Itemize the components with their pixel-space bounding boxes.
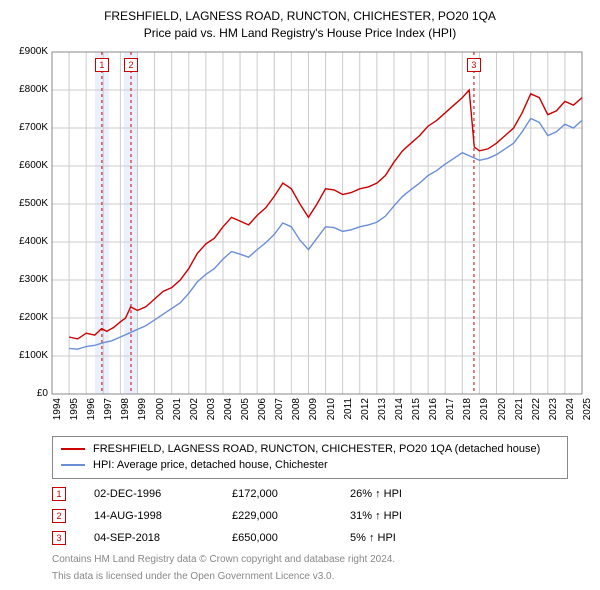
- x-axis-label: 2021: [514, 398, 525, 426]
- x-axis-label: 2017: [445, 398, 456, 426]
- legend-swatch: [61, 448, 85, 450]
- legend-swatch: [61, 464, 85, 466]
- chart-title-address: FRESHFIELD, LAGNESS ROAD, RUNCTON, CHICH…: [10, 8, 590, 25]
- event-price: £172,000: [232, 488, 322, 500]
- event-list: 1 02-DEC-1996 £172,000 26% ↑ HPI 2 14-AUG-199…: [52, 487, 590, 545]
- y-axis-label: £600K: [10, 160, 48, 171]
- y-axis-label: £500K: [10, 198, 48, 209]
- footer-credit-2: This data is licensed under the Open Gov…: [52, 570, 590, 583]
- legend-label: FRESHFIELD, LAGNESS ROAD, RUNCTON, CHICH…: [93, 441, 540, 458]
- y-axis-label: £200K: [10, 312, 48, 323]
- legend-label: HPI: Average price, detached house, Chic…: [93, 457, 328, 474]
- event-delta: 26% ↑ HPI: [350, 488, 450, 500]
- event-marker-2: 2: [124, 58, 138, 72]
- x-axis-label: 2001: [172, 398, 183, 426]
- event-date: 14-AUG-1998: [94, 510, 204, 522]
- x-axis-label: 2005: [240, 398, 251, 426]
- x-axis-label: 1995: [69, 398, 80, 426]
- x-axis-label: 2023: [548, 398, 559, 426]
- y-axis-label: £300K: [10, 274, 48, 285]
- x-axis-label: 2004: [223, 398, 234, 426]
- event-row-marker: 2: [52, 509, 66, 523]
- x-axis-label: 2011: [343, 398, 354, 426]
- x-axis-label: 2018: [462, 398, 473, 426]
- x-axis-label: 2010: [326, 398, 337, 426]
- y-axis-label: £0: [10, 388, 48, 399]
- x-axis-label: 2022: [531, 398, 542, 426]
- x-axis-label: 2002: [189, 398, 200, 426]
- x-axis-label: 2012: [360, 398, 371, 426]
- x-axis-label: 2000: [155, 398, 166, 426]
- y-axis-label: £100K: [10, 350, 48, 361]
- y-axis-label: £900K: [10, 46, 48, 57]
- event-marker-3: 3: [467, 58, 481, 72]
- x-axis-label: 1996: [86, 398, 97, 426]
- x-axis-label: 2019: [479, 398, 490, 426]
- y-axis-label: £700K: [10, 122, 48, 133]
- x-axis-label: 2020: [497, 398, 508, 426]
- x-axis-label: 2016: [428, 398, 439, 426]
- chart-legend: FRESHFIELD, LAGNESS ROAD, RUNCTON, CHICH…: [52, 436, 568, 479]
- event-marker-1: 1: [95, 58, 109, 72]
- x-axis-label: 2003: [206, 398, 217, 426]
- x-axis-label: 2024: [565, 398, 576, 426]
- legend-item: FRESHFIELD, LAGNESS ROAD, RUNCTON, CHICH…: [61, 441, 559, 458]
- x-axis-label: 2007: [274, 398, 285, 426]
- event-delta: 5% ↑ HPI: [350, 532, 450, 544]
- event-date: 02-DEC-1996: [94, 488, 204, 500]
- x-axis-label: 1999: [137, 398, 148, 426]
- y-axis-label: £800K: [10, 84, 48, 95]
- event-price: £229,000: [232, 510, 322, 522]
- event-row-marker: 1: [52, 487, 66, 501]
- x-axis-label: 2025: [582, 398, 593, 426]
- event-date: 04-SEP-2018: [94, 532, 204, 544]
- line-chart-svg: [10, 46, 590, 430]
- x-axis-label: 1994: [52, 398, 63, 426]
- event-price: £650,000: [232, 532, 322, 544]
- x-axis-label: 2009: [308, 398, 319, 426]
- x-axis-label: 2008: [291, 398, 302, 426]
- chart-area: £0 £100K £200K £300K £400K £500K £600K £700K £80…: [10, 46, 590, 430]
- x-axis-label: 2015: [411, 398, 422, 426]
- x-axis-label: 2013: [377, 398, 388, 426]
- event-row: 1 02-DEC-1996 £172,000 26% ↑ HPI: [52, 487, 590, 501]
- event-row: 2 14-AUG-1998 £229,000 31% ↑ HPI: [52, 509, 590, 523]
- y-axis-label: £400K: [10, 236, 48, 247]
- event-delta: 31% ↑ HPI: [350, 510, 450, 522]
- chart-title-subtitle: Price paid vs. HM Land Registry's House …: [10, 25, 590, 42]
- x-axis-label: 1997: [103, 398, 114, 426]
- event-row-marker: 3: [52, 531, 66, 545]
- x-axis-label: 2014: [394, 398, 405, 426]
- event-row: 3 04-SEP-2018 £650,000 5% ↑ HPI: [52, 531, 590, 545]
- footer-credit-1: Contains HM Land Registry data © Crown c…: [52, 553, 590, 566]
- x-axis-label: 2006: [257, 398, 268, 426]
- x-axis-label: 1998: [120, 398, 131, 426]
- legend-item: HPI: Average price, detached house, Chic…: [61, 457, 559, 474]
